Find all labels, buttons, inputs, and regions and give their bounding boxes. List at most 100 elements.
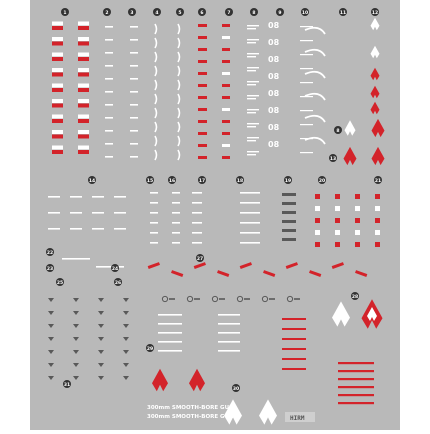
- red-tick-a-8: [198, 120, 207, 123]
- tiny-text-b-1: [247, 42, 256, 44]
- gray-chevron-3-3: [123, 337, 129, 341]
- unit-code-decals: 08 08 08 08 08 08 08 08: [268, 21, 280, 149]
- top-marker-4: 4: [153, 8, 161, 16]
- top-marker-3: 3: [128, 8, 136, 16]
- emblem-red-1: [370, 67, 380, 81]
- red-tick-a-2: [198, 48, 207, 51]
- red-stripe-1-4: [78, 88, 89, 92]
- red-stripe-1-3: [78, 72, 89, 77]
- red-stripe-1-5: [78, 103, 89, 108]
- section-marker-23-number: 23: [47, 266, 53, 272]
- gray-chevron-3-2: [123, 324, 129, 328]
- gray-bar-4: [282, 229, 296, 232]
- tiny-text-c-2: [300, 54, 313, 56]
- red-line-a-0: [282, 318, 306, 320]
- white-dash-1-10: [130, 156, 138, 158]
- gray-bar-decals: [282, 193, 296, 241]
- white-dash-1-6: [130, 104, 138, 106]
- curve-0-1: [154, 37, 158, 49]
- section-marker-21-number: 21: [375, 178, 381, 184]
- top-marker-5: 5: [176, 8, 184, 16]
- top-marker-9-number: 9: [278, 10, 281, 16]
- red-line-a-4: [282, 358, 306, 360]
- white-dash-0-4: [105, 78, 113, 80]
- section-number-markers: 14 15 16 17 18 19 20 21 22 23 24 25 26 27 28 29 30 31 8 13: [46, 126, 382, 392]
- red-tick-b-10: [222, 144, 230, 147]
- red-block-1-1: [335, 206, 340, 211]
- curve-0-9: [154, 149, 158, 161]
- mid-text-a-1: [150, 202, 158, 204]
- red-stripe-1-2: [78, 57, 89, 61]
- red-tick-b-8: [222, 120, 230, 123]
- gray-chevron-2-3: [98, 337, 104, 341]
- white-dash-1-1: [130, 39, 138, 41]
- top-marker-11: 11: [339, 8, 347, 16]
- section-marker-30-number: 30: [233, 386, 239, 392]
- mid-text-b-2: [172, 212, 180, 214]
- mid-text-c-3: [192, 222, 202, 224]
- top-marker-3-circle: [128, 8, 136, 16]
- red-stripe-1-0: [78, 26, 89, 30]
- top-marker-2: 2: [103, 8, 111, 16]
- white-stripe-0-0: [52, 21, 63, 26]
- section-marker-29-number: 29: [147, 346, 153, 352]
- section-marker-25: 25: [56, 278, 64, 286]
- low-white-line-b-4: [218, 350, 240, 352]
- red-line-b-2: [338, 378, 374, 381]
- red-band-9: [355, 270, 368, 277]
- section-marker-29: 29: [146, 344, 154, 352]
- white-dash-0-7: [105, 117, 113, 119]
- red-stripe-0-8: [52, 150, 63, 154]
- curve-1-8: [177, 135, 181, 147]
- emblem-red-4: [371, 118, 385, 138]
- red-tick-b-4: [222, 72, 230, 75]
- large-emblem-white-3: [332, 301, 350, 327]
- curve-0-7: [154, 121, 158, 133]
- section-marker-30-circle: [232, 384, 240, 392]
- red-tick-b-1: [222, 36, 230, 39]
- white-stripe-0-5: [52, 99, 63, 103]
- red-tick-a-4: [198, 72, 207, 75]
- code-08-7: 08: [268, 140, 280, 149]
- gray-chevron-0-6: [48, 376, 54, 380]
- circle-line-0: [169, 298, 175, 300]
- tiny-text-a-0: [247, 25, 259, 27]
- mid-left-line-3-0: [114, 196, 126, 198]
- gray-chevron-2-0: [98, 298, 104, 302]
- tiny-text-a-2: [247, 53, 259, 55]
- top-marker-7-circle: [225, 8, 233, 16]
- mid-left-long-2: [96, 266, 124, 268]
- curve-1-7: [177, 121, 181, 133]
- red-tick-b-6: [222, 96, 230, 99]
- mid-text-d-2: [240, 212, 260, 214]
- curve-1-2: [177, 51, 181, 63]
- gray-chevron-2-6: [98, 376, 104, 380]
- right-marker-13-number: 13: [330, 156, 336, 162]
- low-white-line-a-4: [158, 350, 182, 352]
- low-white-line-b-0: [218, 314, 240, 316]
- gray-chevron-decals: [48, 298, 129, 380]
- red-band-5: [263, 270, 276, 277]
- white-dash-0-10: [105, 156, 113, 158]
- red-stripe-decals: [52, 21, 89, 154]
- red-block-0-0: [315, 194, 320, 199]
- red-stripe-1-1: [78, 41, 89, 46]
- section-marker-21: 21: [374, 176, 382, 184]
- section-marker-24-circle: [111, 264, 119, 272]
- arc-3: [304, 92, 326, 101]
- top-marker-8: 8: [250, 8, 258, 16]
- tiny-text-a-1: [247, 39, 259, 41]
- section-marker-27-number: 27: [197, 256, 203, 262]
- low-white-line-a-1: [158, 323, 182, 325]
- gray-chevron-2-2: [98, 324, 104, 328]
- red-block-3-3: [375, 230, 380, 235]
- section-marker-18-number: 18: [237, 178, 243, 184]
- code-08-1: 08: [268, 38, 280, 47]
- top-marker-10-circle: [301, 8, 309, 16]
- gray-bar-5: [282, 238, 296, 241]
- tiny-text-b-3: [247, 70, 256, 72]
- white-dash-0-9: [105, 143, 113, 145]
- mid-left-line-2-1: [92, 212, 104, 214]
- tiny-text-a-5: [247, 95, 259, 97]
- arc-5: [304, 136, 326, 145]
